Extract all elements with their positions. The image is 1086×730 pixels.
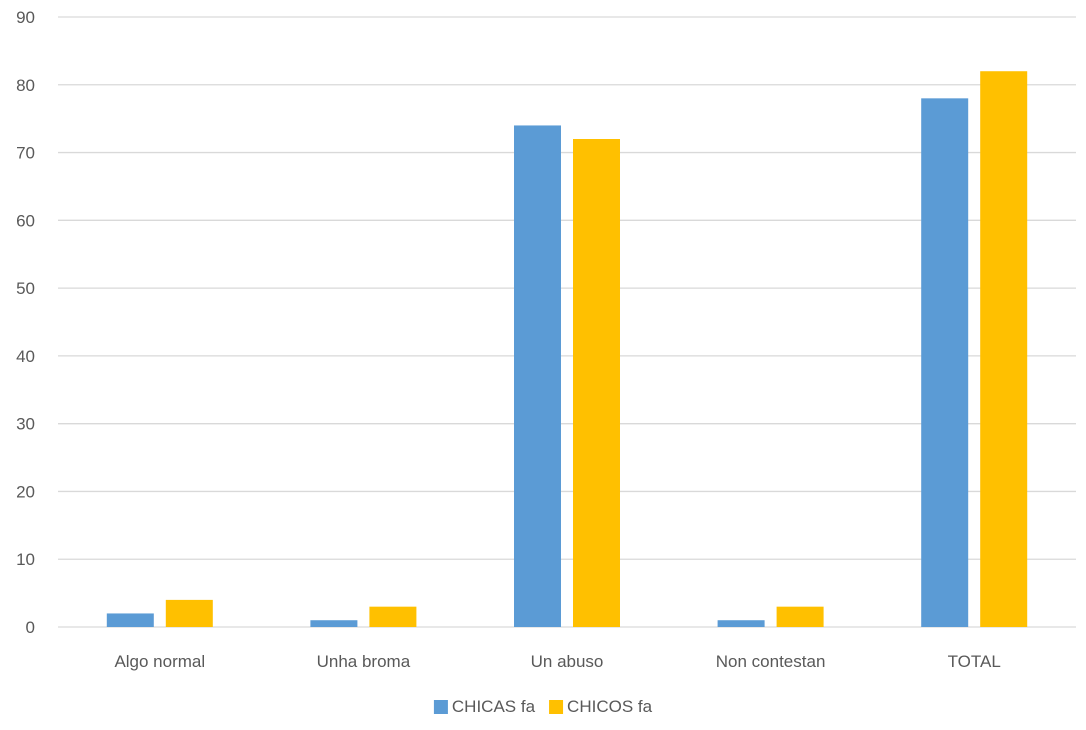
x-tick-label: Un abuso — [531, 652, 604, 671]
x-axis-ticks: Algo normal Unha broma Un abuso Non contest… — [114, 652, 1000, 671]
y-tick-label: 20 — [16, 482, 35, 501]
bar-chicos — [980, 71, 1028, 627]
y-axis-ticks: 0 10 20 30 40 50 60 70 80 90 — [16, 8, 35, 637]
legend-swatch — [549, 700, 564, 714]
y-tick-label: 10 — [16, 550, 35, 569]
bar-chicas — [514, 125, 561, 627]
y-tick-label: 0 — [26, 618, 35, 637]
legend-label: CHICAS fa — [452, 697, 536, 716]
bars — [106, 71, 1028, 628]
y-tick-label: 50 — [16, 279, 35, 298]
gridlines — [58, 16, 1076, 628]
bar-chicas — [106, 613, 154, 627]
y-tick-label: 40 — [16, 347, 35, 366]
bar-chicas — [717, 620, 765, 627]
y-tick-label: 70 — [16, 144, 35, 163]
y-tick-label: 30 — [16, 415, 35, 434]
legend: CHICAS fa CHICOS fa — [433, 697, 653, 716]
y-tick-label: 80 — [16, 76, 35, 95]
legend-swatch — [433, 700, 448, 714]
x-tick-label: Algo normal — [114, 652, 205, 671]
bar-chicas — [310, 620, 358, 627]
bar-chicos — [369, 606, 417, 627]
bar-chicos — [165, 599, 213, 627]
bar-chicas — [921, 98, 969, 628]
x-tick-label: Unha broma — [317, 652, 411, 671]
x-tick-label: Non contestan — [716, 652, 826, 671]
y-tick-label: 60 — [16, 211, 35, 230]
bar-chicos — [776, 606, 824, 627]
x-tick-label: TOTAL — [948, 652, 1001, 671]
bar-chicos — [573, 139, 620, 627]
legend-label: CHICOS fa — [567, 697, 653, 716]
y-tick-label: 90 — [16, 8, 35, 27]
